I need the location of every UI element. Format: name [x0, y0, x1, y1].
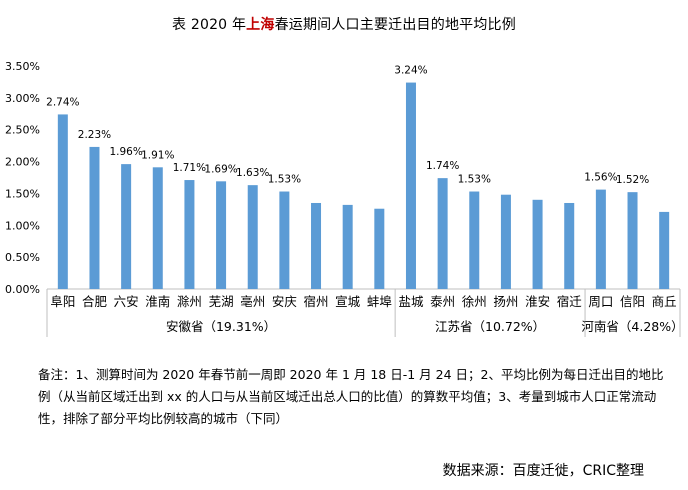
bar [184, 180, 195, 289]
bar [469, 191, 480, 289]
bar [532, 199, 543, 289]
data-label: 1.63% [236, 167, 269, 179]
x-tick-label: 宣城 [335, 294, 361, 309]
x-tick-label: 信阳 [620, 294, 645, 309]
bar [57, 114, 68, 290]
x-tick-label: 宿州 [304, 294, 329, 309]
x-tick-label: 阜阳 [50, 294, 75, 309]
x-tick-label: 六安 [114, 294, 139, 309]
group-label: 安徽省（19.31%） [166, 319, 276, 334]
chart-title-prefix: 表 2020 年 [172, 17, 247, 33]
y-tick-label: 1.50% [5, 187, 40, 200]
chart-title-highlight: 上海 [246, 17, 275, 33]
x-tick-label: 淮安 [525, 294, 550, 309]
x-tick-label: 合肥 [82, 294, 108, 309]
data-label: 2.23% [78, 129, 111, 141]
bar [342, 204, 353, 289]
bar [374, 208, 385, 289]
bar [247, 185, 258, 289]
chart-title: 表 2020 年上海春运期间人口主要迁出目的地平均比例 [0, 14, 688, 34]
x-tick-label: 蚌埠 [367, 294, 392, 309]
x-tick-label: 徐州 [462, 294, 487, 309]
data-label: 2.74% [46, 96, 79, 108]
bar [659, 211, 670, 289]
y-tick-label: 1.00% [5, 219, 40, 232]
x-tick-label: 安庆 [272, 294, 298, 309]
chart-note: 备注：1、测算时间为 2020 年春节前一周即 2020 年 1 月 18 日-… [38, 367, 664, 426]
y-tick-label: 0.50% [5, 251, 40, 264]
bar [311, 202, 322, 289]
x-tick-label: 宿迁 [557, 294, 583, 309]
bar [627, 192, 638, 289]
data-label: 1.53% [268, 174, 301, 186]
data-label: 1.91% [141, 149, 174, 161]
data-label: 1.56% [584, 172, 617, 184]
x-tick-label: 淮南 [145, 294, 170, 309]
chart-title-suffix: 春运期间人口主要迁出目的地平均比例 [274, 17, 516, 33]
data-label: 1.71% [173, 162, 206, 174]
data-label: 1.52% [616, 174, 649, 186]
group-label: 河南省（4.28%） [581, 319, 683, 334]
bar [89, 146, 100, 289]
y-tick-label: 3.00% [5, 92, 40, 105]
data-label: 1.96% [109, 146, 142, 158]
data-label: 1.53% [458, 174, 491, 186]
y-tick-label: 3.50% [5, 60, 40, 73]
x-tick-label: 盐城 [398, 294, 424, 309]
x-tick-label: 周口 [588, 294, 613, 309]
bar [437, 178, 448, 289]
data-label: 3.24% [394, 65, 427, 77]
data-label: 1.69% [204, 163, 237, 175]
x-tick-label: 扬州 [493, 294, 518, 309]
bar [121, 164, 132, 289]
bar [500, 194, 511, 289]
x-tick-label: 亳州 [240, 294, 265, 309]
y-tick-label: 2.50% [5, 124, 40, 137]
bar [279, 191, 290, 289]
group-label: 江苏省（10.72%） [435, 319, 545, 334]
x-tick-label: 滁州 [177, 294, 202, 309]
y-tick-label: 0.00% [5, 283, 40, 296]
bar [595, 189, 606, 289]
x-tick-label: 泰州 [430, 294, 455, 309]
bar [405, 82, 416, 290]
bar [564, 202, 575, 289]
y-tick-label: 2.00% [5, 156, 40, 169]
bar [216, 181, 227, 289]
bar [152, 167, 163, 289]
data-source: 数据来源：百度迁徙，CRIC整理 [442, 463, 644, 479]
x-tick-label: 商丘 [652, 294, 677, 309]
data-label: 1.74% [426, 160, 459, 172]
x-tick-label: 芜湖 [209, 294, 234, 309]
